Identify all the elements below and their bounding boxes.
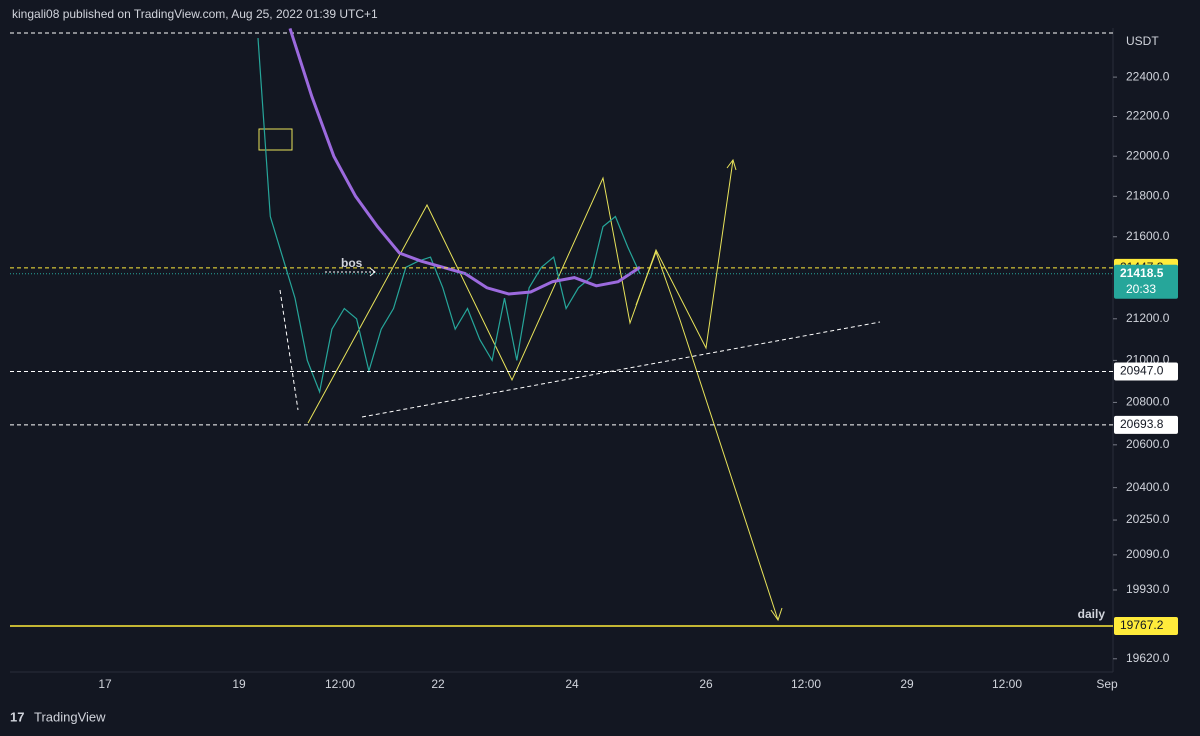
y-tick-label: 20400.0 <box>1126 480 1170 494</box>
arrow-head <box>770 607 783 622</box>
x-tick-label: 12:00 <box>992 677 1022 691</box>
y-tick-label: 22400.0 <box>1126 69 1170 83</box>
price-tag <box>1114 362 1178 381</box>
y-tick-label: 21200.0 <box>1126 311 1170 325</box>
logo: 17 TradingView <box>10 709 106 724</box>
x-tick-label: 26 <box>699 677 713 691</box>
bos-label: bos <box>341 256 363 270</box>
y-tick-label: 20250.0 <box>1126 512 1170 526</box>
price-tag <box>1114 616 1178 635</box>
y-tick-label: 19930.0 <box>1126 582 1170 596</box>
price-tag-label: 19767.2 <box>1120 618 1164 632</box>
y-tick-label: 22200.0 <box>1126 109 1170 123</box>
zone-box <box>258 128 293 151</box>
y-tick-label: 22000.0 <box>1126 148 1170 162</box>
x-tick-label: 19 <box>232 677 246 691</box>
price-tag-label: 20693.8 <box>1120 417 1164 431</box>
x-tick-label: 22 <box>431 677 445 691</box>
drawings <box>10 32 1113 622</box>
down-path <box>635 250 779 621</box>
logo-mark: 17 <box>10 709 24 724</box>
y-tick-label: 21800.0 <box>1126 188 1170 202</box>
zigzag <box>307 159 734 424</box>
x-tick-label: 24 <box>565 677 579 691</box>
price-line <box>288 27 641 296</box>
trendline <box>361 321 881 418</box>
price-tag <box>1114 415 1178 434</box>
x-tick-label: 29 <box>900 677 914 691</box>
price-line <box>257 38 641 395</box>
currency-label: USDT <box>1126 34 1159 48</box>
x-tick-label: 12:00 <box>325 677 355 691</box>
arrow-head <box>726 158 737 171</box>
countdown: 20:33 <box>1126 282 1156 296</box>
x-tick-label: 17 <box>98 677 112 691</box>
price-tag-label: 20947.0 <box>1120 364 1164 378</box>
y-tick-label: 20090.0 <box>1126 547 1170 561</box>
arrow-head <box>369 267 376 277</box>
y-tick-label: 21600.0 <box>1126 229 1170 243</box>
level-note: daily <box>1078 607 1106 621</box>
y-tick-label: 20600.0 <box>1126 437 1170 451</box>
price-tag-label: 21418.5 <box>1120 266 1164 280</box>
x-tick-label: Sep <box>1096 677 1118 691</box>
y-tick-label: 19620.0 <box>1126 651 1170 665</box>
y-tick-label: 20800.0 <box>1126 395 1170 409</box>
price-tag <box>1114 264 1178 299</box>
footer-brand: TradingView <box>34 709 106 724</box>
trendline <box>279 289 299 411</box>
x-tick-label: 12:00 <box>791 677 821 691</box>
header-text: kingali08 published on TradingView.com, … <box>12 7 378 21</box>
